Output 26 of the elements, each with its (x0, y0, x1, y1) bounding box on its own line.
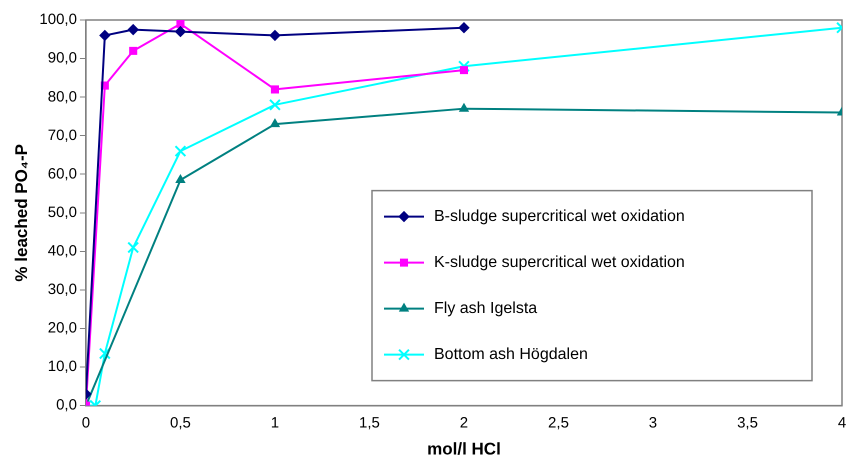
y-tick-label: 100,0 (39, 11, 77, 28)
x-tick-label: 2 (460, 414, 468, 432)
y-axis-title: % leached PO₄-P (12, 144, 31, 282)
y-tick-label: 90,0 (48, 50, 77, 67)
x-tick-label: 3 (648, 414, 658, 432)
y-tick-label: 40,0 (48, 242, 77, 260)
y-tick-label: 60,0 (48, 165, 77, 182)
y-tick-label: 20,0 (48, 320, 77, 337)
y-tick-label: 10,0 (48, 358, 77, 376)
x-tick-label: 0 (82, 414, 90, 432)
y-tick-label: 0,0 (56, 396, 77, 414)
y-tick-label: 30,0 (48, 281, 77, 298)
x-tick-label: 1 (270, 414, 280, 432)
legend-label: Bottom ash Högdalen (434, 346, 588, 364)
x-tick-label: 4 (838, 414, 846, 432)
y-tick-label: 80,0 (48, 88, 77, 106)
x-axis-title: mol/l HCl (427, 439, 501, 458)
x-tick-label: 1,5 (359, 414, 380, 432)
y-tick-label: 50,0 (48, 204, 77, 221)
x-tick-label: 3,5 (737, 414, 758, 432)
x-tick-label: 0,5 (170, 414, 191, 432)
legend-label: K-sludge supercritical wet oxidation (434, 254, 685, 272)
x-tick-label: 2,5 (548, 414, 569, 432)
legend-label: Fly ash Igelsta (434, 300, 538, 318)
legend-label: B-sludge supercritical wet oxidation (434, 208, 685, 226)
y-tick-label: 70,0 (48, 126, 77, 144)
